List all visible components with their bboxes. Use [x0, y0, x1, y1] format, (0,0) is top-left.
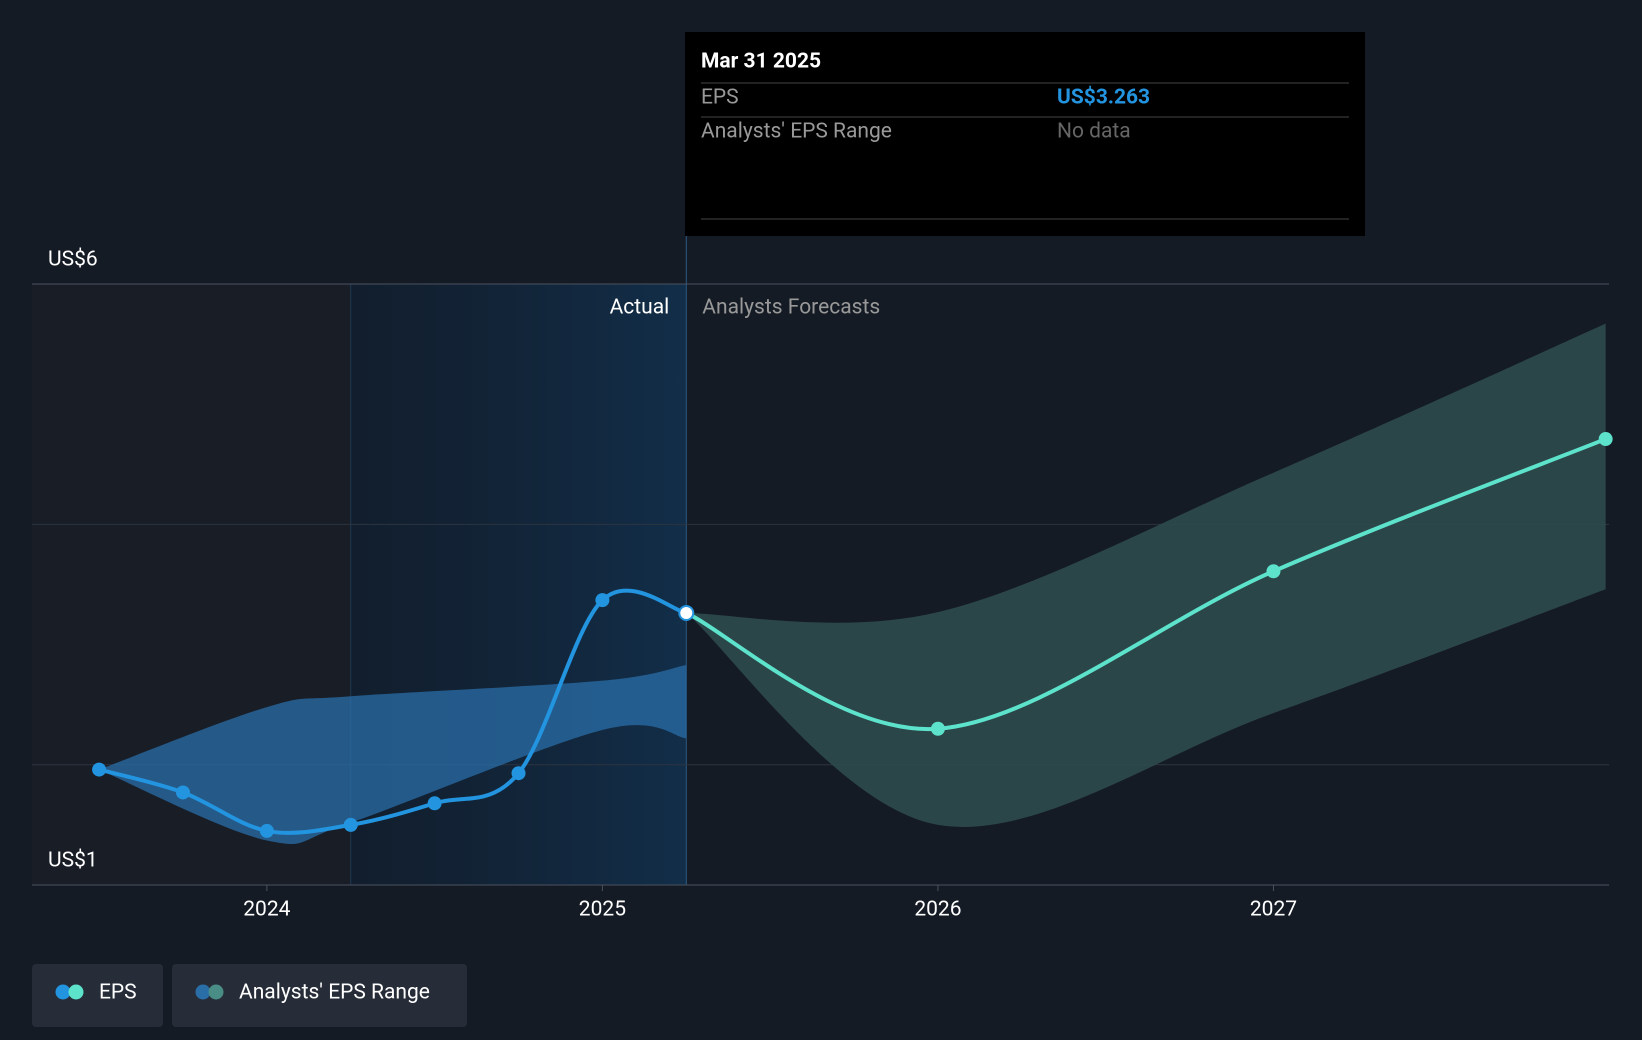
- eps-forecast-point[interactable]: [930, 721, 945, 736]
- eps-line: [98, 588, 687, 835]
- tooltip: Mar 31 2025 EPS US$3.263 Analysts' EPS R…: [685, 32, 1365, 236]
- eps-point[interactable]: [427, 796, 442, 811]
- tooltip-value: No data: [1057, 120, 1131, 144]
- range-area: [686, 323, 1606, 827]
- x-tick-label: 2026: [914, 898, 961, 922]
- eps-point[interactable]: [511, 766, 526, 781]
- y-tick-label: US$6: [48, 248, 98, 272]
- eps-point[interactable]: [259, 823, 274, 838]
- eps-point[interactable]: [595, 593, 610, 608]
- eps-point[interactable]: [678, 604, 695, 621]
- eps-point[interactable]: [92, 762, 107, 777]
- x-tick-label: 2027: [1250, 898, 1297, 922]
- tooltip-label: Analysts' EPS Range: [701, 120, 892, 144]
- legend-item[interactable]: [32, 964, 163, 1027]
- legend-swatch: [55, 984, 71, 1000]
- actual-label: Actual: [610, 296, 670, 320]
- tooltip-value: US$3.263: [1057, 86, 1150, 110]
- legend-swatch: [195, 984, 211, 1000]
- eps-point[interactable]: [343, 817, 358, 832]
- x-tick-label: 2025: [579, 898, 626, 922]
- legend-item[interactable]: [172, 964, 467, 1027]
- y-tick-label: US$1: [48, 849, 98, 873]
- legend-label: EPS: [99, 981, 137, 1005]
- eps-point[interactable]: [175, 785, 190, 800]
- eps-forecast-line: [685, 437, 1607, 731]
- legend-label: Analysts' EPS Range: [239, 981, 430, 1005]
- legend-swatch: [208, 984, 224, 1000]
- tooltip-label: EPS: [701, 86, 739, 110]
- range-area: [99, 665, 687, 845]
- legend-swatch: [68, 984, 84, 1000]
- tooltip-date: Mar 31 2025: [701, 50, 821, 74]
- x-tick-label: 2024: [243, 898, 290, 922]
- forecast-label: Analysts Forecasts: [702, 296, 880, 320]
- eps-forecast-point[interactable]: [1598, 432, 1613, 447]
- tooltip-box: [685, 32, 1365, 236]
- eps-forecast-point[interactable]: [1266, 564, 1281, 579]
